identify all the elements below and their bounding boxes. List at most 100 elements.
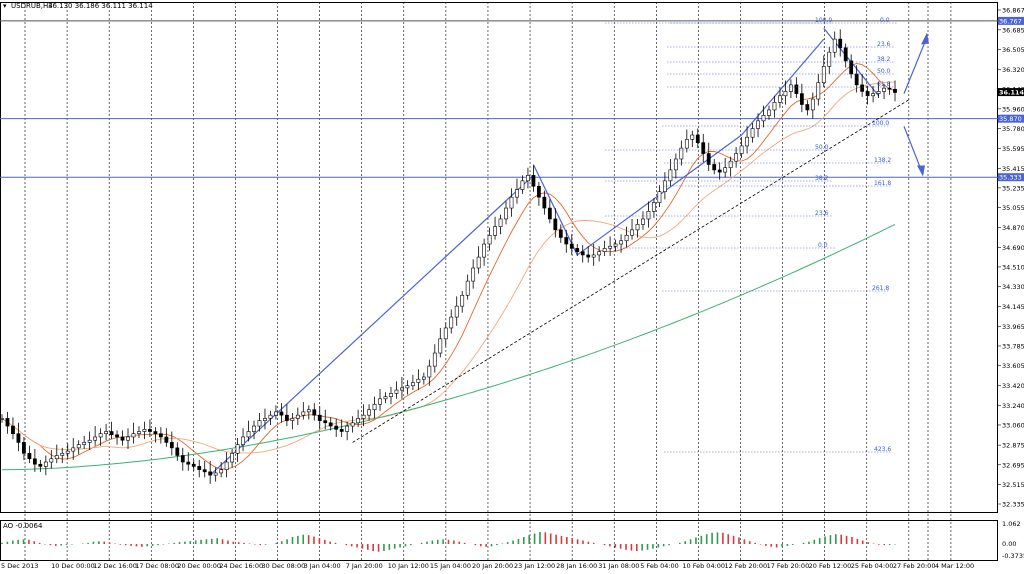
candle-body [180, 455, 185, 463]
x-tick-label: 10 Dec 00:00 [51, 562, 95, 570]
candle-body [547, 207, 552, 220]
candle-body [893, 88, 897, 93]
price-level-label: 36.767 [999, 17, 1022, 25]
x-tick-label: 30 Dec 08:00 [262, 562, 306, 570]
candle-body [38, 463, 43, 467]
candle-body [580, 251, 585, 256]
candle-body [668, 169, 673, 182]
candle-body [652, 202, 656, 212]
x-tick-label: 25 Feb 04:00 [851, 562, 894, 570]
candle-body [476, 256, 481, 269]
candle-body [186, 461, 191, 465]
candle-body [432, 352, 437, 367]
candle-body [246, 431, 251, 438]
candle-body [356, 418, 361, 424]
current-price-box [998, 88, 1024, 97]
candle-body [564, 237, 569, 245]
candle-body [619, 240, 623, 245]
candle-body [531, 175, 536, 187]
candle-body [0, 418, 4, 420]
candle-body [553, 218, 558, 231]
candle-body [11, 425, 15, 434]
candle-body [328, 422, 333, 427]
candle-body [290, 418, 295, 421]
candle-body [350, 422, 355, 427]
ao-tick-label: -0.3735 [1002, 552, 1024, 560]
y-tick-label: 33.785 [1002, 342, 1024, 350]
y-tick-label: 35.415 [1002, 165, 1024, 173]
candle-body [526, 175, 530, 182]
y-tick-label: 34.330 [1002, 283, 1024, 291]
candle-body [558, 229, 563, 238]
candle-body [410, 382, 415, 387]
candle-body [230, 453, 234, 463]
fibo-level-label: 100.0 [872, 120, 889, 127]
candle-body [695, 134, 700, 143]
x-tick-label: 4 Mar 12:00 [935, 562, 974, 570]
candle-body [208, 471, 213, 476]
candle-body [389, 393, 393, 397]
candle-body [728, 160, 733, 169]
candle-body [32, 458, 37, 465]
candle-body [257, 420, 262, 427]
candle-body [219, 469, 224, 474]
candles [0, 29, 897, 484]
candle-body [224, 461, 229, 470]
candle-body [312, 409, 317, 416]
candle-body [372, 403, 377, 411]
price-level-label: 35.870 [999, 115, 1022, 123]
support-line [352, 98, 911, 443]
candle-body [641, 218, 645, 225]
y-tick-label: 35.780 [1002, 125, 1024, 133]
x-tick-label: 28 Jan 16:00 [556, 562, 597, 570]
y-tick-label: 33.060 [1002, 421, 1024, 429]
current-price-label: 36.114 [999, 89, 1024, 97]
candle-body [213, 472, 218, 476]
fibo-level-label: 261.8 [872, 285, 889, 292]
price-level-label: 35.333 [999, 174, 1022, 182]
y-tick-label: 34.690 [1002, 244, 1024, 252]
x-tick-label: 23 Jan 12:00 [514, 562, 555, 570]
ao-tick-label: 0.00 [1002, 540, 1016, 548]
fibo-level-label: 50.0 [815, 144, 829, 151]
candle-body [515, 189, 519, 198]
candle-body [295, 414, 300, 419]
candle-body [712, 164, 717, 171]
moving-averages [1, 63, 896, 471]
symbol-dropdown-icon[interactable]: ▾ [3, 2, 7, 10]
trend-line [741, 38, 825, 136]
candle-body [383, 396, 388, 400]
candle-body [843, 47, 848, 62]
candle-body [542, 196, 547, 209]
candle-body [854, 73, 859, 86]
candle-body [482, 243, 487, 258]
candle-body [509, 196, 514, 209]
ao-frame [0, 520, 998, 561]
candle-body [43, 461, 48, 467]
candle-body [767, 109, 771, 116]
candle-body [860, 84, 865, 92]
candle-body [109, 431, 114, 436]
x-tick-label: 20 Jan 20:00 [472, 562, 513, 570]
candle-body [449, 316, 454, 329]
candle-body [723, 167, 728, 173]
x-tick-label: 10 Feb 04:00 [682, 562, 725, 570]
candle-body [471, 267, 476, 282]
price-level-box [998, 16, 1024, 25]
candle-body [849, 60, 854, 75]
candle-body [887, 87, 892, 90]
candle-body [22, 442, 26, 454]
candle-body [493, 226, 497, 236]
ao-tick-label: 1.062 [1002, 520, 1021, 528]
candle-body [301, 411, 306, 416]
fibo-level-label: 38.2 [877, 56, 891, 63]
candle-body [832, 38, 837, 53]
fibo-level-label: 100.0 [815, 17, 832, 24]
x-tick-label: 15 Jan 04:00 [430, 562, 471, 570]
candle-body [27, 453, 32, 460]
candle-body [394, 389, 399, 394]
candle-body [827, 51, 832, 67]
projection-arrow-down [903, 126, 923, 173]
